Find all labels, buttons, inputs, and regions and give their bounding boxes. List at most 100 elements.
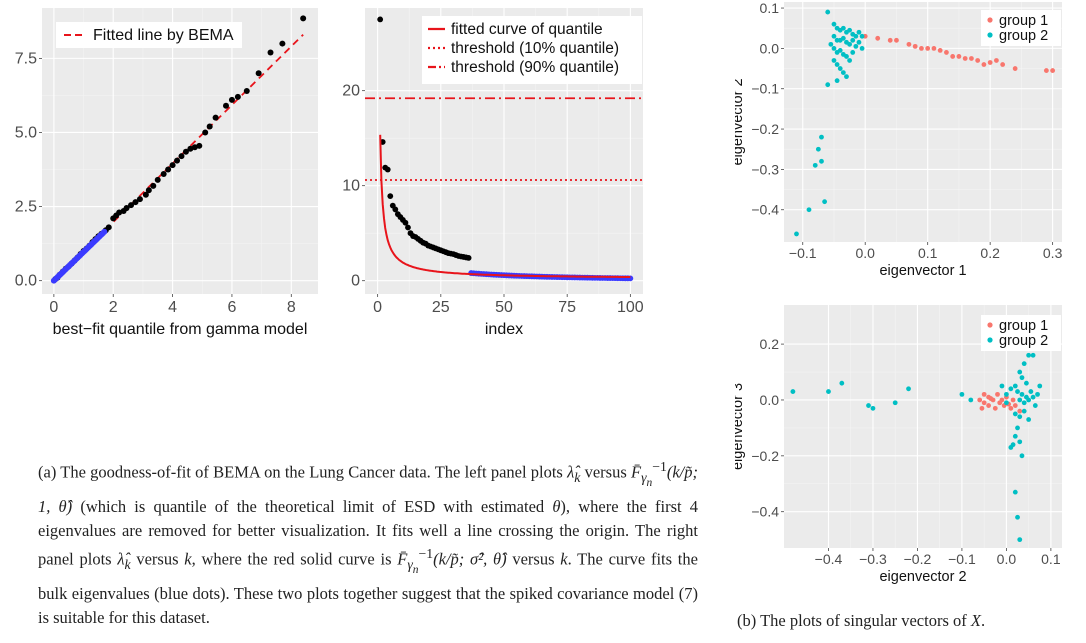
group-2-point — [847, 27, 852, 33]
group-1-point — [912, 43, 918, 49]
group-2-point — [844, 54, 849, 59]
group-2-point — [870, 405, 876, 411]
data-point — [202, 129, 209, 136]
group-2-point — [825, 9, 831, 15]
y-tick-label: 20 — [342, 83, 360, 100]
y-tick-label: −0.2 — [751, 448, 779, 464]
group-2-point — [1030, 394, 1036, 400]
y-tick-label: 0.0 — [760, 392, 780, 408]
y-tick-label: 5.0 — [15, 124, 37, 141]
x-tick-label: 100 — [617, 299, 644, 316]
group-1-point — [919, 45, 924, 51]
group-2-point — [1017, 397, 1023, 403]
group-1-point — [1050, 68, 1056, 73]
group-2-point — [959, 391, 965, 397]
group-1-point — [986, 403, 992, 408]
data-point — [142, 191, 149, 198]
legend-key-dot — [987, 322, 993, 328]
group-1-point — [1008, 405, 1014, 411]
group-1-point — [988, 396, 994, 401]
legend-label: threshold (90% quantile) — [451, 59, 619, 76]
y-tick-label: 0 — [351, 273, 360, 290]
y-tick-label: 0.1 — [760, 0, 780, 16]
y-tick-label: 10 — [342, 178, 360, 195]
data-point — [300, 15, 307, 22]
caption-a-label: (a) — [38, 462, 57, 482]
data-point — [154, 176, 161, 183]
x-tick-label: 25 — [432, 299, 450, 316]
group-2-point — [828, 41, 834, 47]
group-2-point — [1017, 414, 1023, 420]
legend-label: fitted curve of quantile — [451, 21, 603, 38]
data-point — [212, 114, 219, 121]
group-1-point — [937, 48, 943, 53]
group-2-point — [844, 74, 849, 80]
group-2-point — [856, 29, 862, 35]
x-tick-label: 0.2 — [980, 245, 1000, 261]
group-1-point — [995, 391, 1000, 397]
group-2-point — [853, 33, 859, 39]
y-tick-label: −0.4 — [751, 504, 779, 520]
y-axis-label: eigenvector 2 — [735, 78, 746, 165]
group-2-point — [826, 389, 831, 394]
data-point — [132, 199, 139, 206]
group-2-point — [839, 380, 845, 386]
group-2-point — [1030, 352, 1036, 358]
group-1-point — [977, 397, 983, 403]
legend-background — [422, 16, 642, 84]
data-point — [105, 224, 112, 231]
data-point — [384, 166, 391, 173]
data-point — [223, 102, 229, 109]
qq-plot: 0 2 4 6 8 0.0 2.5 5.0 7.5 best−fit quantile from … — [15, 8, 318, 338]
group-1-point — [981, 62, 987, 67]
group-1-point — [906, 41, 912, 47]
data-point — [234, 93, 241, 100]
group-1-point — [962, 56, 968, 61]
group-2-point — [1037, 383, 1043, 389]
group-2-point — [1021, 400, 1027, 406]
group-2-point — [837, 48, 843, 53]
data-point — [387, 193, 394, 200]
legend-background — [981, 315, 1061, 351]
group-2-point — [825, 82, 831, 88]
group-1-point — [887, 37, 893, 43]
group-2-point — [847, 41, 852, 47]
group-2-point — [1017, 537, 1023, 543]
data-point — [178, 153, 185, 160]
group-2-point — [1012, 383, 1018, 389]
x-tick-label: 50 — [495, 299, 513, 316]
x-tick-label: −0.3 — [859, 551, 887, 567]
group-1-point — [987, 60, 993, 65]
eigenvector-2-3-plot: −0.4 −0.3 −0.2 −0.1 0.0 0.1 0.2 0.0 −0.2 −0.4 eige… — [735, 305, 1062, 585]
group-2-point — [840, 25, 846, 31]
group-2-point — [1026, 417, 1032, 422]
group-2-point — [850, 37, 856, 43]
y-tick-label: 0.0 — [15, 273, 37, 290]
data-point — [243, 87, 250, 94]
group-1-point — [981, 400, 987, 406]
data-point — [267, 49, 274, 56]
scree-plot: 0 25 50 75 100 0 10 20 index fitted curve of quan… — [342, 8, 644, 338]
group-1-point — [894, 37, 899, 43]
group-1-point — [975, 58, 981, 63]
group-2-point — [866, 403, 871, 408]
data-point — [465, 254, 472, 261]
fitted-line — [53, 34, 304, 282]
data-point — [160, 170, 167, 177]
group-2-point — [1024, 380, 1029, 386]
eigenvector-1-2-plot: −0.1 0.0 0.1 0.2 0.3 0.1 0.0 −0.1 −0.2 −0.3 −0.4 ei… — [735, 0, 1063, 279]
caption-b-label: (b) — [737, 611, 757, 630]
group-2-point — [1035, 391, 1040, 397]
x-tick-label: 0 — [49, 299, 58, 316]
legend-key-dot — [987, 32, 993, 38]
group-2-point — [837, 66, 843, 71]
group-2-point — [856, 39, 862, 45]
data-point — [165, 166, 172, 173]
y-tick-label: 0.0 — [760, 40, 780, 56]
x-tick-label: 0.3 — [1043, 245, 1063, 261]
x-tick-label: 8 — [287, 299, 296, 316]
group-2-point — [1021, 408, 1027, 414]
x-axis-label: index — [485, 321, 523, 338]
data-point — [392, 206, 399, 213]
group-2-point — [831, 21, 837, 27]
